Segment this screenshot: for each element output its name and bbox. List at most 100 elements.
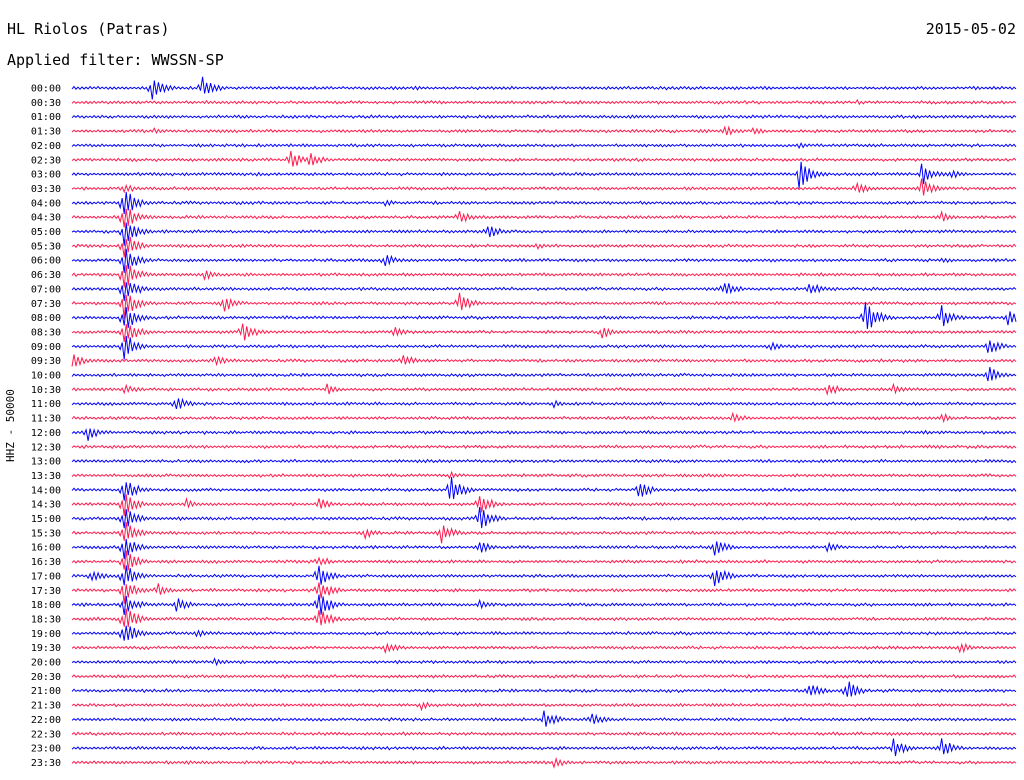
- seismic-trace-row: [71, 150, 1017, 167]
- seismic-trace-row: [71, 292, 1017, 319]
- seismic-trace-row: [71, 710, 1017, 727]
- seismic-trace-row: [71, 236, 1017, 258]
- station-title: HL Riolos (Patras): [7, 20, 170, 38]
- seismic-trace-row: [71, 476, 1017, 501]
- time-tick-label: 02:30: [31, 155, 61, 166]
- seismic-trace-row: [71, 323, 1017, 342]
- seismic-trace-row: [71, 444, 1017, 450]
- time-tick-label: 18:30: [31, 614, 61, 625]
- time-tick-label: 23:00: [31, 744, 61, 755]
- time-tick-label: 16:00: [31, 543, 61, 554]
- time-tick-label: 19:30: [31, 643, 61, 654]
- seismic-trace-row: [71, 582, 1017, 604]
- seismic-trace-row: [71, 382, 1017, 396]
- seismic-trace-row: [71, 756, 1017, 769]
- time-tick-label: 03:00: [31, 170, 61, 181]
- time-tick-label: 05:00: [31, 227, 61, 238]
- seismic-trace-row: [71, 248, 1017, 273]
- seismic-trace-row: [71, 222, 1017, 246]
- seismic-trace-row: [71, 367, 1017, 382]
- seismic-trace-row: [71, 458, 1017, 464]
- date-label: 2015-05-02: [925, 20, 1016, 38]
- seismic-trace-row: [71, 657, 1017, 667]
- seismic-trace-row: [71, 178, 1017, 196]
- time-tick-label: 22:00: [31, 715, 61, 726]
- time-tick-label: 15:30: [31, 528, 61, 539]
- seismic-trace-row: [71, 76, 1017, 100]
- seismic-trace-row: [71, 208, 1017, 228]
- time-tick-label: 08:30: [31, 327, 61, 338]
- time-tick-label: 19:00: [31, 629, 61, 640]
- seismic-trace-row: [71, 550, 1017, 571]
- time-tick-label: 09:00: [31, 342, 61, 353]
- time-tick-label: 14:30: [31, 500, 61, 511]
- seismic-trace-row: [71, 282, 1017, 302]
- time-tick-label: 00:30: [31, 98, 61, 109]
- seismic-trace-row: [71, 397, 1017, 410]
- time-tick-label: 01:00: [31, 112, 61, 123]
- time-tick-label: 23:30: [31, 758, 61, 769]
- time-tick-label: 01:30: [31, 127, 61, 138]
- time-tick-label: 16:30: [31, 557, 61, 568]
- time-tick-label: 11:30: [31, 414, 61, 425]
- time-tick-label: 14:00: [31, 485, 61, 496]
- seismic-trace-row: [71, 125, 1017, 136]
- seismic-trace-row: [71, 701, 1017, 712]
- time-tick-label: 09:30: [31, 356, 61, 367]
- time-tick-label: 17:30: [31, 586, 61, 597]
- seismic-trace-row: [71, 594, 1017, 615]
- time-tick-label: 08:00: [31, 313, 61, 324]
- time-tick-label: 04:00: [31, 198, 61, 209]
- seismic-trace-row: [71, 494, 1017, 517]
- time-tick-label: 21:00: [31, 686, 61, 697]
- seismic-trace-row: [71, 411, 1017, 424]
- seismic-trace-row: [71, 98, 1017, 106]
- seismic-trace-row: [71, 191, 1017, 215]
- time-tick-label: 07:00: [31, 284, 61, 295]
- seismic-trace-row: [71, 738, 1017, 757]
- seismic-trace-row: [71, 428, 1017, 441]
- time-tick-label: 18:00: [31, 600, 61, 611]
- seismic-trace-row: [71, 642, 1017, 655]
- time-tick-label: 21:30: [31, 701, 61, 712]
- time-tick-label: 13:30: [31, 471, 61, 482]
- time-tick-label: 13:00: [31, 457, 61, 468]
- filter-label: Applied filter: WWSSN-SP: [7, 51, 224, 69]
- seismic-trace-row: [71, 521, 1017, 544]
- seismic-trace-row: [71, 265, 1017, 288]
- time-tick-label: 20:00: [31, 658, 61, 669]
- time-tick-label: 05:30: [31, 241, 61, 252]
- seismic-trace-row: [71, 354, 1017, 367]
- seismic-trace-row: [71, 538, 1017, 560]
- time-tick-label: 10:30: [31, 385, 61, 396]
- time-tick-label: 07:30: [31, 299, 61, 310]
- time-tick-label: 10:00: [31, 371, 61, 382]
- seismic-trace-row: [71, 565, 1017, 587]
- seismic-trace-row: [71, 161, 1017, 189]
- time-tick-label: 00:00: [31, 84, 61, 95]
- seismic-trace-row: [71, 335, 1017, 360]
- seismic-trace-row: [71, 681, 1017, 697]
- seismic-trace-row: [71, 302, 1017, 330]
- seismic-trace-row: [71, 608, 1017, 627]
- time-tick-label: 11:00: [31, 399, 61, 410]
- seismic-trace-row: [71, 470, 1017, 480]
- time-tick-label: 20:30: [31, 672, 61, 683]
- time-tick-label: 22:30: [31, 729, 61, 740]
- time-tick-label: 03:30: [31, 184, 61, 195]
- time-tick-label: 06:00: [31, 256, 61, 267]
- seismic-trace-row: [71, 141, 1017, 150]
- seismic-trace-row: [71, 673, 1017, 679]
- time-tick-label: 12:00: [31, 428, 61, 439]
- time-tick-label: 17:00: [31, 571, 61, 582]
- time-tick-label: 12:30: [31, 442, 61, 453]
- time-tick-label: 06:30: [31, 270, 61, 281]
- time-tick-label: 15:00: [31, 514, 61, 525]
- seismic-trace-row: [71, 625, 1017, 641]
- time-tick-label: 04:30: [31, 213, 61, 224]
- seismic-trace-row: [71, 114, 1017, 120]
- seismic-trace-row: [71, 731, 1017, 737]
- seismic-trace-row: [71, 506, 1017, 529]
- time-tick-label: 02:00: [31, 141, 61, 152]
